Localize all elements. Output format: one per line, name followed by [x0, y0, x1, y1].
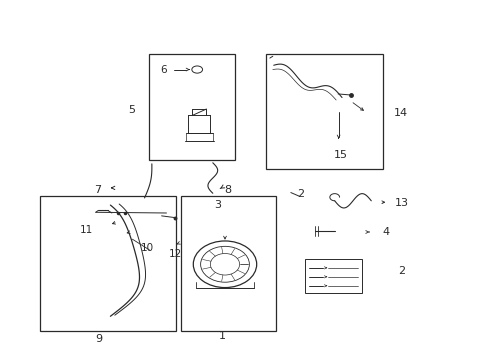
Text: 1: 1: [219, 331, 225, 341]
Text: 2: 2: [397, 266, 404, 276]
Text: 8: 8: [224, 185, 230, 195]
Text: 7: 7: [94, 185, 101, 195]
Bar: [181, 196, 276, 330]
Text: 14: 14: [393, 108, 407, 118]
Text: 2: 2: [296, 189, 304, 199]
Text: 5: 5: [128, 105, 135, 115]
Text: 9: 9: [96, 333, 102, 343]
Text: 6: 6: [161, 64, 167, 75]
Bar: [305, 259, 361, 293]
Bar: [149, 54, 234, 160]
Bar: [266, 54, 383, 169]
Text: 10: 10: [140, 243, 153, 253]
Text: 15: 15: [333, 150, 347, 160]
Text: 13: 13: [394, 198, 407, 208]
Text: 12: 12: [168, 248, 182, 258]
Text: 11: 11: [79, 225, 92, 235]
Text: 4: 4: [382, 227, 388, 237]
Bar: [40, 196, 176, 330]
Text: 3: 3: [214, 200, 221, 210]
